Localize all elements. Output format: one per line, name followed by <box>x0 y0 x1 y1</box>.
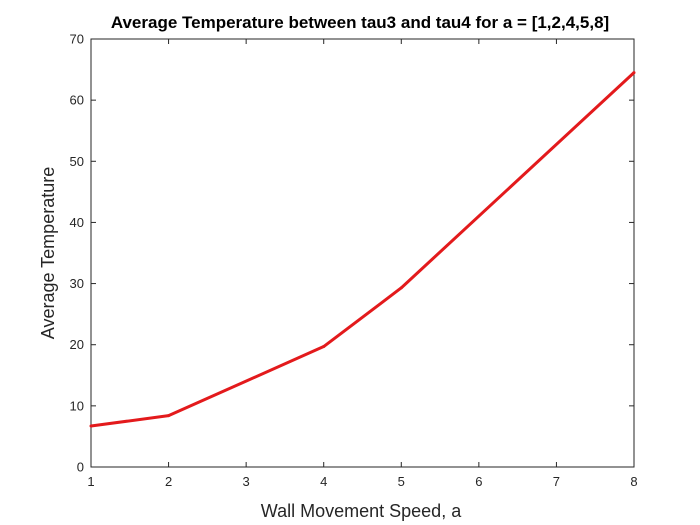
y-tick-label: 30 <box>70 276 84 291</box>
x-tick-label: 5 <box>398 474 405 489</box>
y-tick-label: 60 <box>70 93 84 108</box>
x-tick-label: 1 <box>87 474 94 489</box>
data-point <box>167 414 171 418</box>
x-tick-label: 4 <box>320 474 327 489</box>
chart-title: Average Temperature between tau3 and tau… <box>111 13 609 32</box>
series-layer <box>89 71 636 428</box>
plot-frame <box>90 38 635 468</box>
plot-area <box>90 38 635 468</box>
x-tick-label: 2 <box>165 474 172 489</box>
ticks-layer: 1 2 3 4 5 6 7 8 0 10 20 30 40 50 60 70 <box>70 32 638 490</box>
y-axis-label: Average Temperature <box>38 167 58 339</box>
y-tick-label: 20 <box>70 337 84 352</box>
x-tick-label: 7 <box>553 474 560 489</box>
x-tick-label: 6 <box>475 474 482 489</box>
y-tick-label: 50 <box>70 154 84 169</box>
y-tick-label: 70 <box>70 32 84 47</box>
plot-background <box>91 39 634 467</box>
data-point <box>399 286 403 290</box>
x-axis-label: Wall Movement Speed, a <box>261 501 462 521</box>
x-tick-label: 3 <box>243 474 250 489</box>
data-point <box>89 424 93 428</box>
data-point <box>322 345 326 349</box>
data-point <box>632 71 636 75</box>
x-tick-label: 8 <box>630 474 637 489</box>
y-tick-label: 40 <box>70 215 84 230</box>
y-tick-label: 10 <box>70 398 84 413</box>
y-tick-label: 0 <box>77 460 84 475</box>
